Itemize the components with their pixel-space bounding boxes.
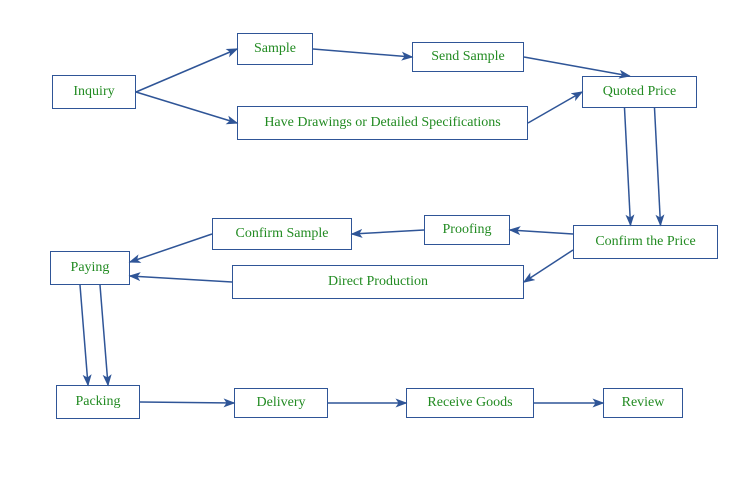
node-proofing: Proofing — [424, 215, 510, 245]
edge-inquiry-have_drawings — [136, 92, 237, 123]
node-receive-goods: Receive Goods — [406, 388, 534, 418]
edge-confirm_price-direct_prod — [524, 250, 573, 282]
edge-proofing-confirm_sample — [352, 230, 424, 234]
node-paying: Paying — [50, 251, 130, 285]
node-have-drawings: Have Drawings or Detailed Specifications — [237, 106, 528, 140]
edge-packing-delivery — [140, 402, 234, 403]
edge-confirm_sample-paying — [130, 234, 212, 262]
node-quoted-price: Quoted Price — [582, 76, 697, 108]
edge-paying-packing — [100, 285, 108, 385]
node-sample: Sample — [237, 33, 313, 65]
node-confirm-sample: Confirm Sample — [212, 218, 352, 250]
edge-quoted_price-confirm_price — [625, 108, 631, 225]
edge-sample-send_sample — [313, 49, 412, 57]
node-confirm-price: Confirm the Price — [573, 225, 718, 259]
node-delivery: Delivery — [234, 388, 328, 418]
edge-have_drawings-quoted_price — [528, 92, 582, 123]
edge-direct_prod-paying — [130, 276, 232, 282]
edge-confirm_price-proofing — [510, 230, 573, 234]
node-review: Review — [603, 388, 683, 418]
edge-quoted_price-confirm_price — [655, 108, 661, 225]
node-inquiry: Inquiry — [52, 75, 136, 109]
edge-send_sample-quoted_price — [524, 57, 630, 76]
node-packing: Packing — [56, 385, 140, 419]
node-direct-prod: Direct Production — [232, 265, 524, 299]
node-send-sample: Send Sample — [412, 42, 524, 72]
edge-inquiry-sample — [136, 49, 237, 92]
edge-paying-packing — [80, 285, 88, 385]
